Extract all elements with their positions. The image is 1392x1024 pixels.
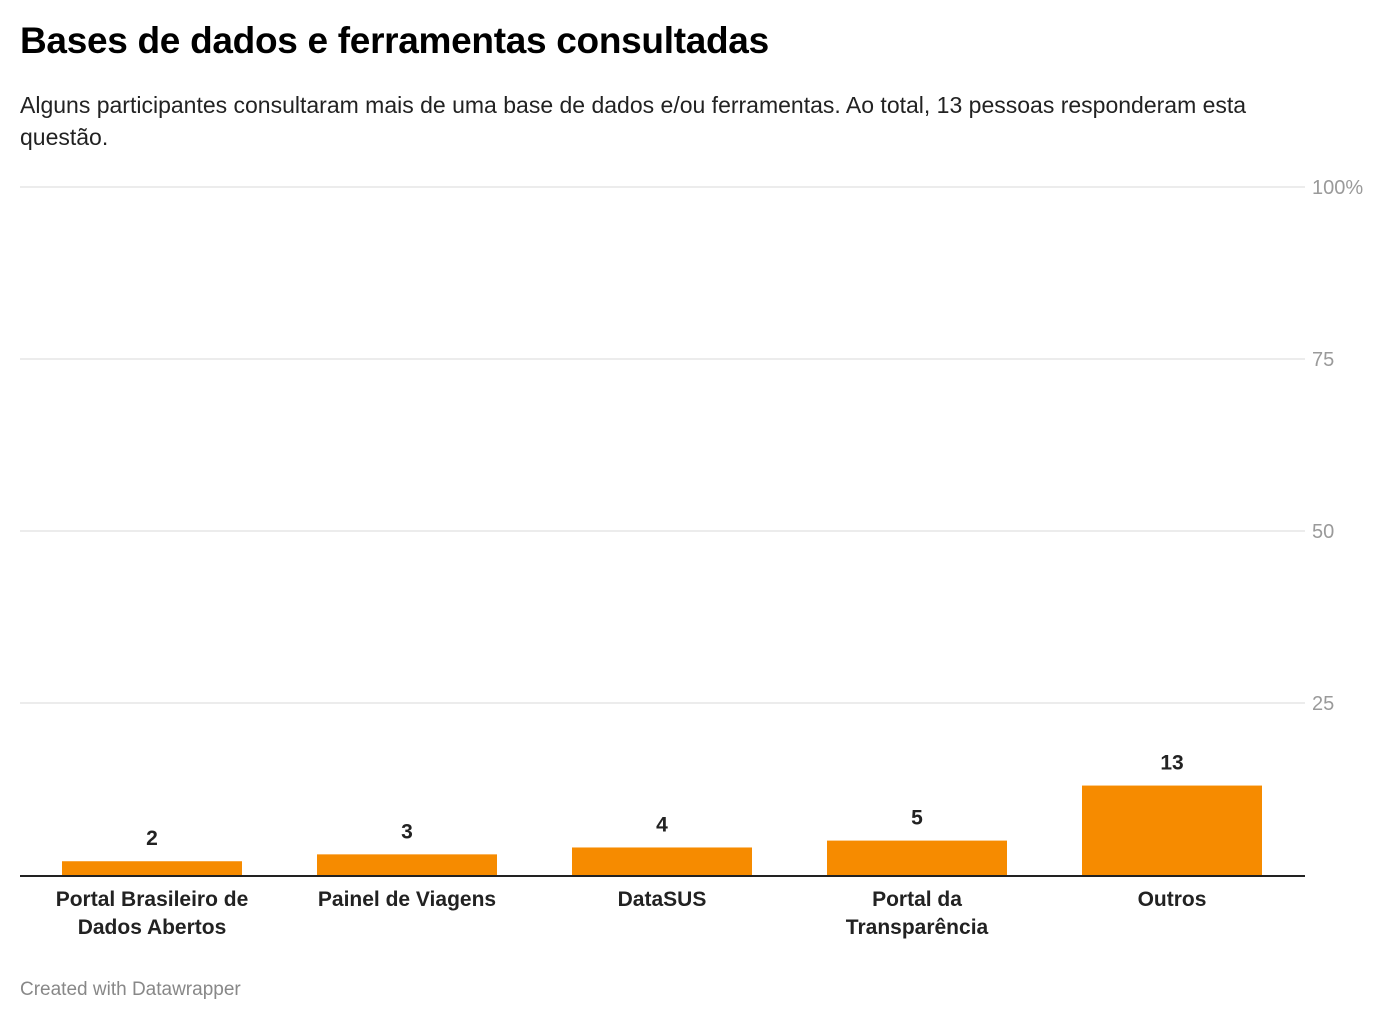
- bar: [572, 847, 752, 875]
- y-tick-label: 100%: [1312, 177, 1363, 199]
- y-tick-label: 25: [1312, 693, 1334, 715]
- chart-title: Bases de dados e ferramentas consultadas: [20, 20, 769, 61]
- bar-value-label: 2: [146, 827, 158, 850]
- y-tick-label: 50: [1312, 521, 1334, 543]
- x-category-label: Portal Brasileiro de: [56, 888, 249, 911]
- bar-value-label: 3: [401, 820, 413, 843]
- x-category-label: Dados Abertos: [78, 916, 227, 939]
- bar: [1082, 785, 1262, 875]
- bar: [62, 861, 242, 875]
- x-category-label: Outros: [1138, 888, 1207, 911]
- x-category-label: Painel de Viagens: [318, 888, 496, 911]
- bar-value-label: 5: [911, 807, 923, 830]
- bar-value-label: 13: [1160, 752, 1183, 775]
- x-category-label: Portal da: [872, 888, 962, 911]
- footer-credit: Created with Datawrapper: [20, 979, 241, 1000]
- chart-subtitle: Alguns participantes consultaram mais de…: [20, 92, 1247, 150]
- x-category-label: Transparência: [846, 916, 989, 939]
- bar: [317, 854, 497, 875]
- bar-value-label: 4: [656, 813, 668, 836]
- x-category-label: DataSUS: [618, 888, 707, 911]
- bar: [827, 840, 1007, 875]
- y-tick-label: 75: [1312, 349, 1334, 371]
